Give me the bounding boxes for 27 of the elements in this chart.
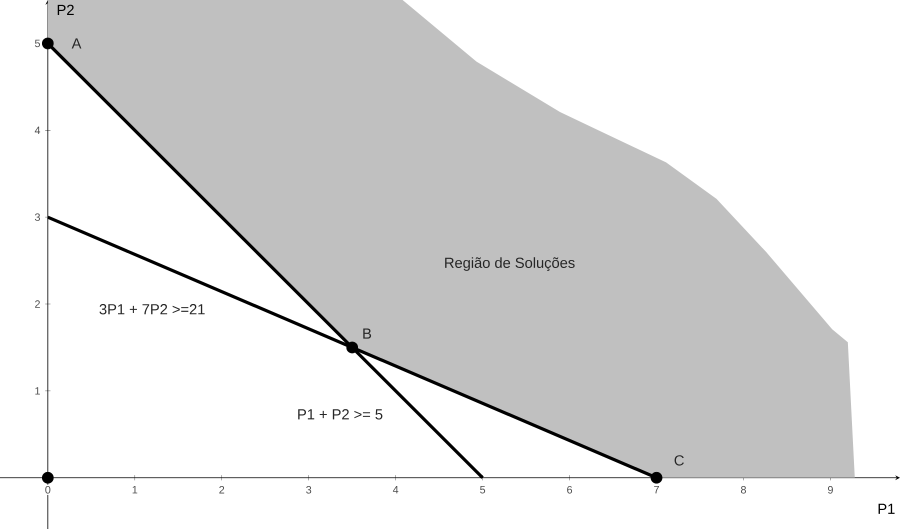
x-tick-label: 2 [219, 486, 224, 494]
y-tick-label: 2 [35, 300, 40, 308]
annotation: C [674, 455, 684, 466]
annotation: Região de Soluções [445, 257, 575, 271]
x-tick-label: 3 [306, 486, 312, 494]
annotation: 3P1 + 7P2 >=21 [100, 304, 205, 314]
y-tick-label: 4 [34, 126, 40, 134]
y-tick-label: 3 [34, 213, 40, 221]
point [346, 342, 358, 354]
y-axis-title: P2 [58, 4, 74, 15]
x-tick-label: 0 [45, 486, 50, 494]
annotation: A [72, 38, 82, 48]
x-axis-title: P1 [878, 504, 895, 514]
point [650, 472, 662, 484]
x-tick-label: 1 [132, 486, 138, 494]
x-tick-label: 7 [654, 486, 659, 494]
annotation: B [363, 328, 372, 339]
x-tick-label: 8 [740, 486, 746, 494]
y-tick-label: 1 [35, 387, 40, 395]
x-tick-label: 6 [567, 486, 572, 494]
annotation: P1 + P2 >= 5 [298, 409, 382, 420]
y-tick-label: 5 [34, 40, 40, 48]
point [42, 472, 54, 484]
x-tick-label: 5 [480, 486, 486, 494]
x-tick-label: 9 [828, 486, 833, 494]
point [42, 38, 54, 50]
x-tick-label: 4 [392, 486, 398, 494]
